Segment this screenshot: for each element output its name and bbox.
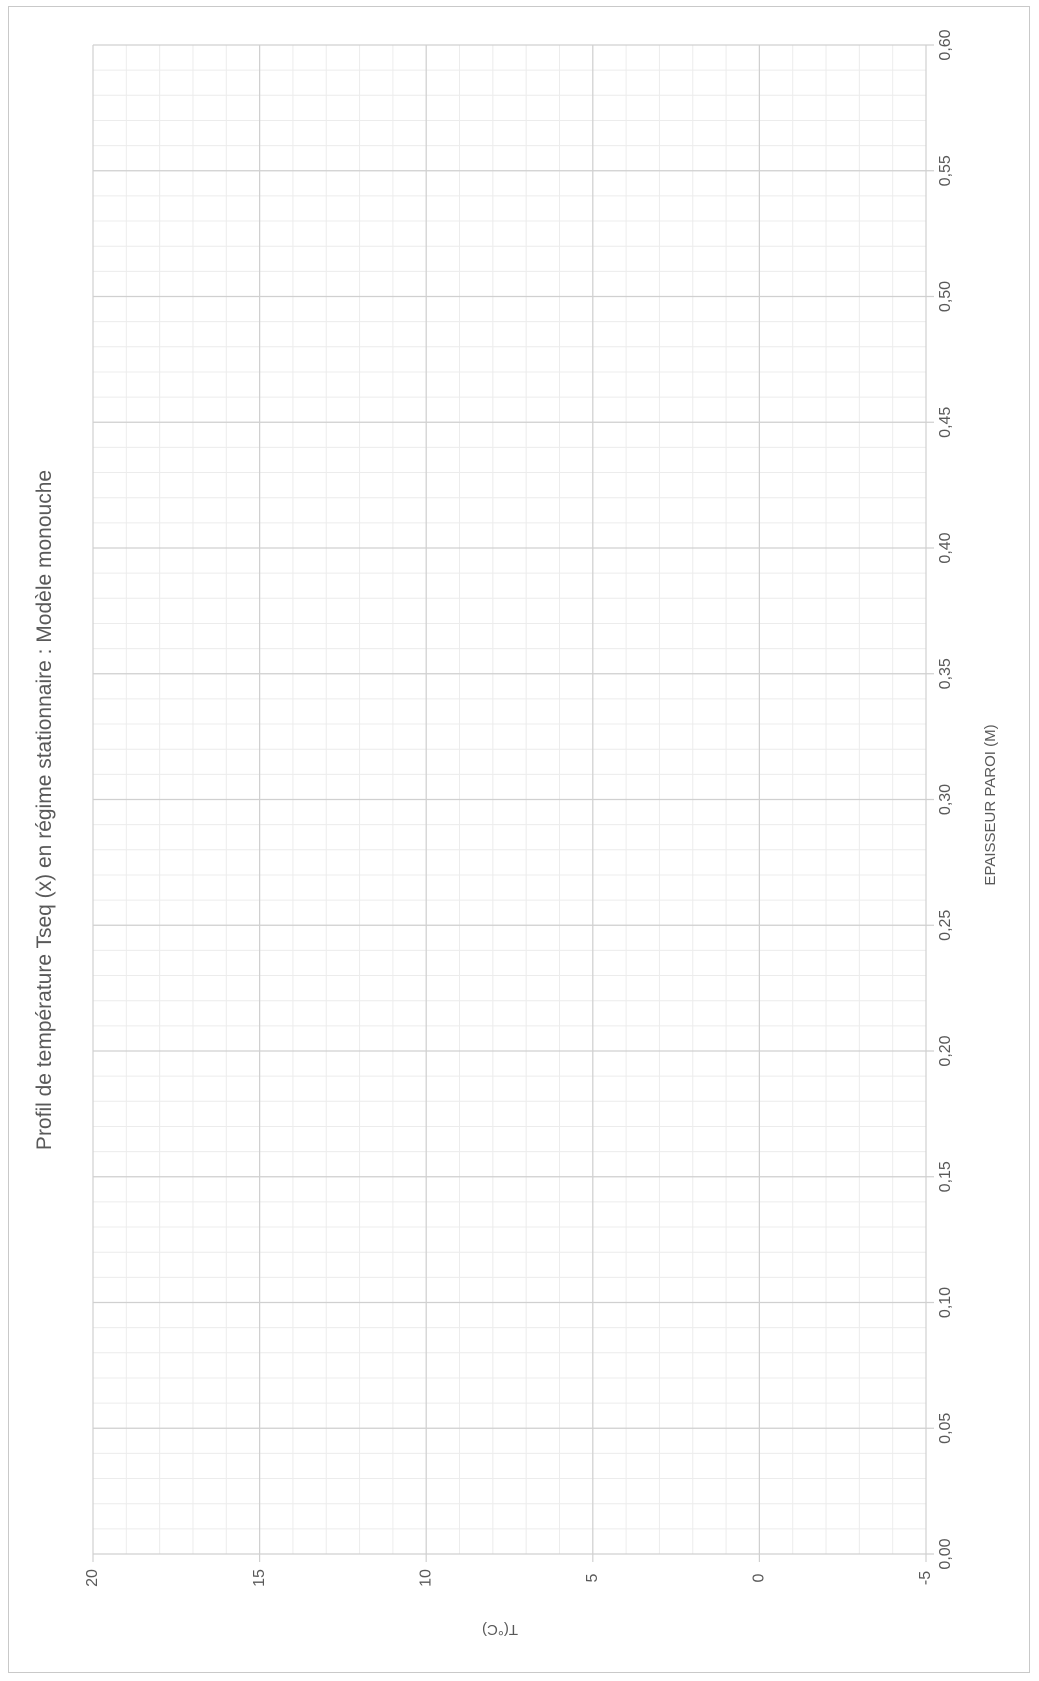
y-tick-label: 5 [584, 1573, 601, 1582]
x-tick-label: 0,15 [937, 1161, 954, 1192]
x-tick-label: 0,00 [937, 1538, 954, 1569]
y-tick-label: 20 [84, 1569, 101, 1587]
y-tick-label: 10 [417, 1569, 434, 1587]
y-axis-label: T(°C) [482, 1621, 518, 1638]
x-tick-label: 0,05 [937, 1413, 954, 1444]
y-tick-label: -5 [917, 1571, 934, 1585]
x-tick-label: 0,30 [937, 784, 954, 815]
x-tick-label: 0,60 [937, 29, 954, 60]
x-tick-label: 0,35 [937, 658, 954, 689]
x-tick-label: 0,10 [937, 1287, 954, 1318]
x-tick-label: 0,25 [937, 910, 954, 941]
x-tick-label: 0,40 [937, 532, 954, 563]
major-grid [92, 44, 934, 1562]
x-tick-labels: 0,00 0,05 0,10 0,15 0,20 0,25 0,30 0,35 0,40 0,45… [937, 29, 954, 1569]
chart-title: Profil de température Tseq (x) en régime… [33, 470, 56, 1150]
y-tick-label: 15 [251, 1569, 268, 1587]
y-tick-labels: -5 0 5 10 15 20 [84, 1569, 934, 1587]
x-tick-label: 0,50 [937, 281, 954, 312]
x-tick-label: 0,20 [937, 1035, 954, 1066]
x-axis-label: EPAISSEUR PAROI (M) [982, 724, 999, 885]
x-tick-label: 0,55 [937, 155, 954, 186]
y-tick-label: 0 [751, 1573, 768, 1582]
x-tick-label: 0,45 [937, 407, 954, 438]
